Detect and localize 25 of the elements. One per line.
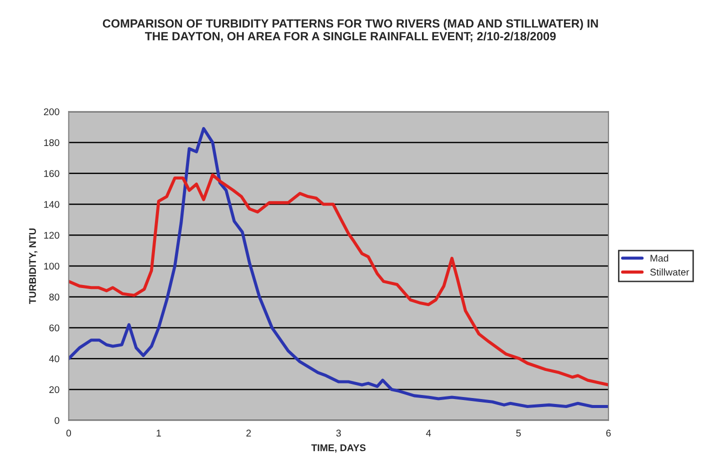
y-tick-label: 140 [44,200,60,208]
x-tick-label: 6 [606,430,611,437]
y-axis-title: TURBIDITY, NTU [29,228,38,304]
x-tick-label: 3 [336,430,341,437]
y-tick-label: 100 [44,262,60,270]
y-tick-label: 60 [49,324,60,332]
legend-label: Mad [650,254,668,262]
y-tick-label: 40 [49,355,60,362]
y-tick-label: 120 [44,232,60,239]
y-tick-label: 160 [44,170,60,177]
chart-title: COMPARISON OF TURBIDITY PATTERNS FOR TWO RIVERS (MAD AND STILLWATER) IN THE DAYTON, OH AREA FOR A SINGLE RAINFALL EVENT; 2/10-2/18/2009 [102,19,598,42]
x-tick-label: 5 [516,430,521,437]
y-tick-label: 0 [54,417,60,424]
line-series [68,127,608,408]
line-series [68,173,608,386]
y-tick-label: 80 [49,294,60,300]
y-tick-label: 200 [44,108,60,116]
legend-label: Stillwater [650,268,690,276]
x-tick-label: 1 [156,430,161,436]
x-tick-label: 0 [66,430,72,437]
y-tick-label: 20 [49,386,60,394]
x-tick-label: 2 [246,430,251,436]
x-axis-title: TIME, DAYS [311,444,366,453]
y-tick-label: 180 [44,139,60,146]
x-tick-label: 4 [426,430,431,436]
